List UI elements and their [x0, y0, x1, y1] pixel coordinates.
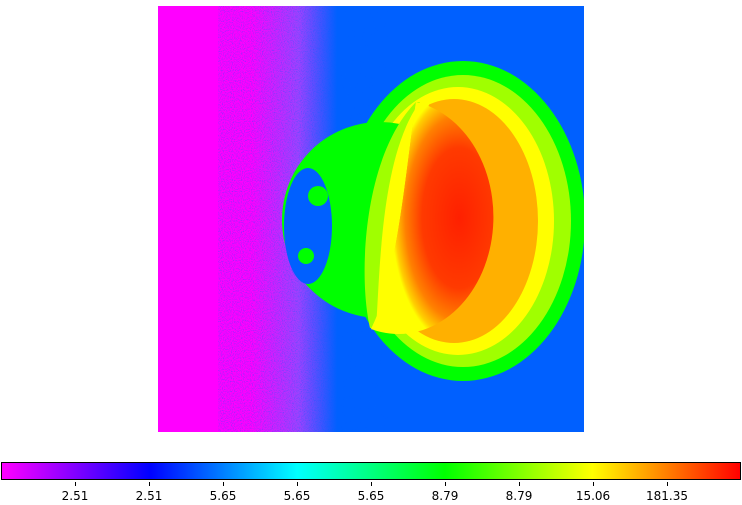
- colorbar-tick-label: 8.79: [431, 489, 459, 503]
- colorbar-tick-label: 5.65: [283, 489, 311, 503]
- colorbar-tick-label: 15.06: [575, 489, 611, 503]
- colorbar-tick-label: 181.35: [646, 489, 688, 503]
- colorbar-tick: [667, 482, 668, 486]
- colorbar-tick: [445, 482, 446, 486]
- colorbar-tick: [519, 482, 520, 486]
- dark-side-gap: [284, 168, 332, 284]
- colorbar-tick-label: 8.79: [505, 489, 533, 503]
- colorbar-tick: [297, 482, 298, 486]
- colorbar-tick-label: 2.51: [61, 489, 89, 503]
- colorbar-tick: [371, 482, 372, 486]
- colorbar-tick: [593, 482, 594, 486]
- colorbar-tick-label: 5.65: [357, 489, 385, 503]
- colorbar-tick-label: 5.65: [209, 489, 237, 503]
- colorbar-tick-label: 2.51: [135, 489, 163, 503]
- false-color-image: [158, 6, 584, 432]
- moon-heatmap: [158, 6, 584, 432]
- colorbar-tick: [223, 482, 224, 486]
- moon-lit-crescent: [371, 102, 494, 334]
- dark-side-spot-b: [298, 248, 314, 264]
- colorbar: [1, 462, 741, 480]
- colorbar-tick: [149, 482, 150, 486]
- dark-side-spot-a: [308, 186, 328, 206]
- colorbar-tick: [75, 482, 76, 486]
